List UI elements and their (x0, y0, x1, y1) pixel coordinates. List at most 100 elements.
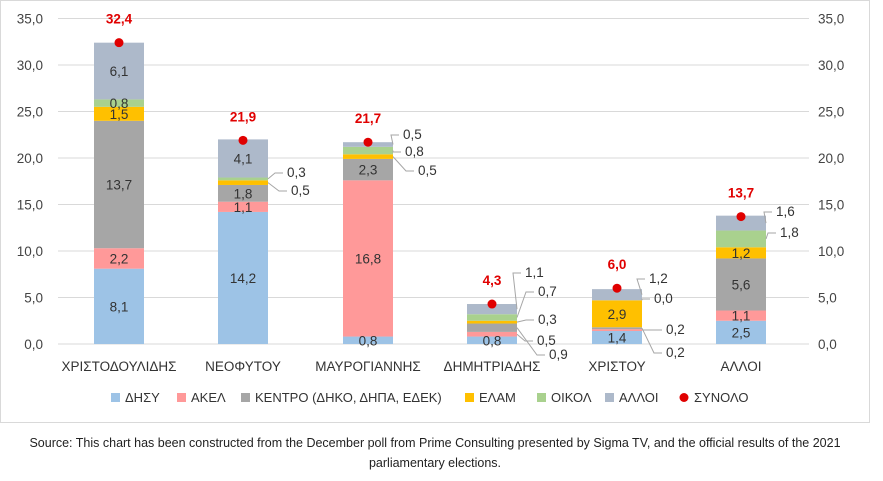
y-tick-label-right: 20,0 (818, 151, 844, 166)
legend-entry: ΚΕΝΤΡΟ (ΔΗΚΟ, ΔΗΠΑ, ΕΔΕΚ) (255, 390, 442, 405)
y-tick-label-left: 5,0 (24, 291, 43, 306)
bar-segment (716, 310, 766, 321)
total-marker (363, 137, 373, 147)
bar-segment (716, 258, 766, 311)
bar-segment (218, 180, 268, 185)
legend-swatch (111, 393, 120, 402)
segment-data-label: 2,2 (110, 251, 129, 266)
segment-data-label: 1,1 (732, 309, 751, 324)
y-tick-label-right: 25,0 (818, 105, 844, 120)
total-data-label: 6,0 (608, 257, 627, 272)
x-category-label: ΝΕΟΦΥΤΟΥ (205, 359, 281, 374)
bar-segment (94, 106, 144, 121)
segment-data-label: 0,8 (110, 96, 129, 111)
bar-segment (343, 154, 393, 159)
bar-segment (716, 230, 766, 248)
bar-segment (218, 177, 268, 181)
y-tick-label-left: 10,0 (17, 244, 43, 259)
bar-segment (592, 289, 642, 301)
leader-line (765, 232, 776, 240)
segment-data-label: 0,8 (405, 144, 424, 159)
bar-segment (94, 268, 144, 344)
segment-data-label: 1,1 (525, 265, 544, 280)
leader-line (763, 211, 772, 224)
segment-data-label: 14,2 (230, 271, 256, 286)
legend-swatch (679, 393, 689, 402)
leader-line (641, 298, 650, 301)
leader-line (636, 278, 645, 295)
bar-segment (592, 330, 642, 344)
source-note: Source: This chart has been constructed … (29, 436, 841, 470)
segment-data-label: 1,2 (732, 246, 751, 261)
segment-data-label: 8,1 (110, 299, 129, 314)
legend-swatch (605, 393, 614, 402)
x-category-label: ΑΛΛΟΙ (720, 359, 761, 374)
leader-line (516, 291, 534, 318)
leader-line (390, 134, 399, 145)
y-tick-label-left: 20,0 (17, 151, 43, 166)
segment-data-label: 0,7 (538, 284, 557, 299)
total-data-label: 4,3 (483, 273, 502, 288)
x-category-label: ΧΡΙΣΤΟΔΟΥΛΙΔΗΣ (61, 359, 176, 374)
segment-data-label: 1,4 (608, 330, 627, 345)
bar-segment (592, 329, 642, 331)
total-marker (736, 212, 746, 222)
segment-data-label: 6,1 (110, 64, 129, 79)
chart-container: 0,0 0,0 5,0 5,0 10,0 10,0 15,0 15,0 20,0 20,0 25,0… (0, 0, 870, 423)
segment-data-label: 13,7 (106, 178, 132, 193)
x-category-label: ΔΗΜΗΤΡΙΑΔΗΣ (444, 359, 541, 374)
legend-swatch (241, 393, 250, 402)
leader-line (267, 172, 283, 180)
segment-data-label: 0,5 (537, 333, 556, 348)
leader-line (516, 327, 545, 356)
leader-line (516, 333, 533, 342)
bar-segment (592, 300, 642, 328)
y-tick-label-left: 15,0 (17, 198, 43, 213)
leader-line (392, 150, 401, 153)
y-tick-label-right: 0,0 (818, 337, 837, 352)
bar-segment (467, 320, 517, 324)
segment-data-label: 0,2 (666, 345, 685, 360)
segment-data-label: 0,3 (287, 165, 306, 180)
segment-data-label: 0,3 (538, 312, 557, 327)
total-marker (238, 135, 248, 145)
segment-data-label: 1,8 (780, 225, 799, 240)
segment-data-label: 0,5 (291, 183, 310, 198)
leader-line (516, 319, 534, 323)
segment-data-label: 16,8 (355, 251, 381, 266)
total-data-label: 32,4 (106, 12, 133, 27)
segment-data-label: 1,5 (110, 107, 129, 122)
x-category-label: ΜΑΥΡΟΓΙΑΝΝΗΣ (315, 359, 421, 374)
legend-entry: ΕΛΑΜ (479, 390, 516, 405)
x-category-label: ΧΡΙΣΤΟΥ (588, 359, 645, 374)
leader-line (267, 182, 287, 192)
segment-data-label: 1,8 (234, 186, 253, 201)
legend-entry: ΣΥΝΟΛΟ (694, 390, 749, 405)
bar-segment (467, 304, 517, 315)
bar-segment (716, 247, 766, 259)
bar-segment (218, 184, 268, 202)
legend-entry: ΑΛΛΟΙ (619, 390, 659, 405)
segment-data-label: 0,9 (549, 347, 568, 362)
leader-line (392, 156, 414, 172)
segment-data-label: 0,2 (666, 322, 685, 337)
legend-swatch (537, 393, 546, 402)
bar-segment (716, 320, 766, 344)
segment-data-label: 4,1 (234, 151, 253, 166)
bar-segment (592, 327, 642, 330)
segment-data-label: 2,5 (732, 325, 751, 340)
y-tick-label-right: 10,0 (818, 244, 844, 259)
bar-segment (218, 201, 268, 212)
legend-entry: ΑΚΕΛ (191, 390, 226, 405)
bar-segment (94, 248, 144, 269)
bar-segment (467, 331, 517, 337)
segment-data-label: 5,6 (732, 277, 751, 292)
leader-line (641, 327, 662, 354)
total-data-label: 13,7 (728, 186, 754, 201)
bar-segment (218, 211, 268, 344)
stacked-bar-chart: 0,0 0,0 5,0 5,0 10,0 10,0 15,0 15,0 20,0 20,0 25,0… (17, 12, 845, 406)
y-tick-label-left: 35,0 (17, 12, 43, 27)
bar-segment (716, 215, 766, 231)
legend-entry: ΔΗΣΥ (125, 390, 160, 405)
segment-data-label: 0,5 (418, 163, 437, 178)
